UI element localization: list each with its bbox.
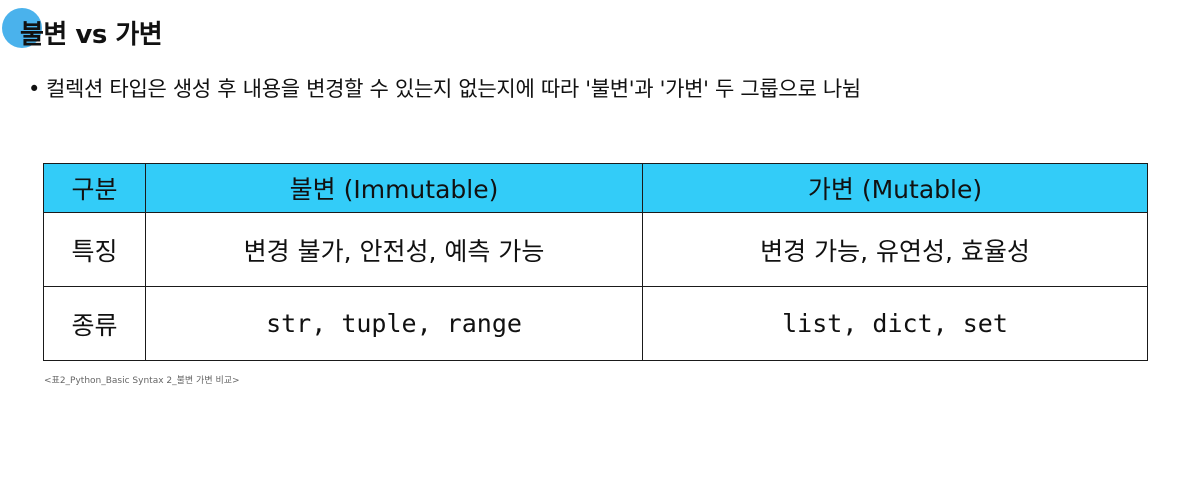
bullet-icon: • [28,77,41,101]
row-label-types: 종류 [43,286,146,361]
header-category: 구분 [43,163,146,213]
table-caption: <표2_Python_Basic Syntax 2_불변 가변 비교> [44,376,240,386]
immutable-features-cell: 변경 불가, 안전성, 예측 가능 [145,212,643,287]
immutable-types-cell: str, tuple, range [145,286,643,361]
page-title: 불변 vs 가변 [20,20,163,50]
bullet-text: 컬렉션 타입은 생성 후 내용을 변경할 수 있는지 없는지에 따라 '불변'과… [46,77,861,101]
header-mutable: 가변 (Mutable) [642,163,1148,213]
comparison-table: 구분 불변 (Immutable) 가변 (Mutable) 특징 변경 불가,… [43,163,1148,361]
table-row: 특징 변경 불가, 안전성, 예측 가능 변경 가능, 유연성, 효율성 [43,212,1148,287]
mutable-features-cell: 변경 가능, 유연성, 효율성 [642,212,1148,287]
bullet-point: • 컬렉션 타입은 생성 후 내용을 변경할 수 있는지 없는지에 따라 '불변'… [28,73,861,103]
table-header-row: 구분 불변 (Immutable) 가변 (Mutable) [43,163,1148,213]
title-accent-circle [2,8,42,48]
mutable-types-cell: list, dict, set [642,286,1148,361]
row-label-features: 특징 [43,212,146,287]
header-immutable: 불변 (Immutable) [145,163,643,213]
table-row: 종류 str, tuple, range list, dict, set [43,286,1148,361]
